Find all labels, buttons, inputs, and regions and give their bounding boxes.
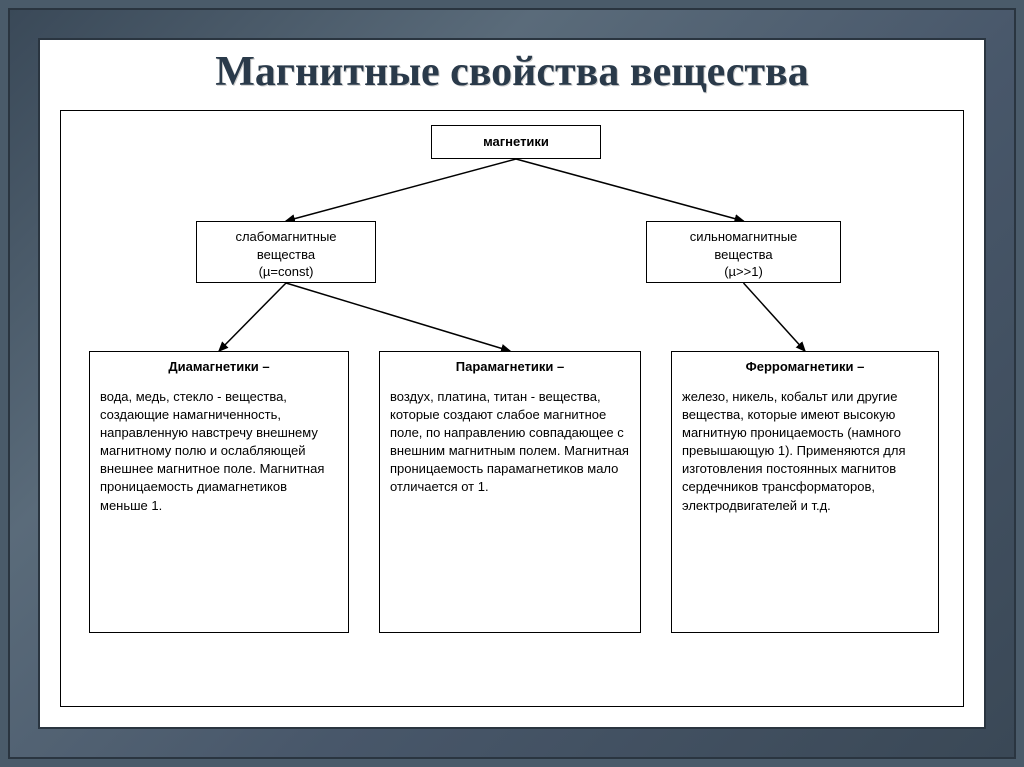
node-dia-title: Диамагнетики –: [100, 358, 338, 376]
node-root-label: магнетики: [483, 133, 549, 151]
node-weak-l3: (µ=const): [207, 263, 365, 281]
node-para: Парамагнетики – воздух, платина, титан -…: [379, 351, 641, 633]
node-weak-l2: вещества: [207, 246, 365, 264]
node-ferro-title: Ферромагнетики –: [682, 358, 928, 376]
node-ferro-body: железо, никель, кобальт или другие вещес…: [682, 388, 928, 515]
node-dia-body: вода, медь, стекло - вещества, создающие…: [100, 388, 338, 515]
diagram-container: магнетики слабомагнитные вещества (µ=con…: [60, 110, 964, 707]
node-weak: слабомагнитные вещества (µ=const): [196, 221, 376, 283]
node-strong: сильномагнитные вещества (µ>>1): [646, 221, 841, 283]
slide-title: Магнитные свойства вещества: [40, 48, 984, 96]
node-para-title: Парамагнетики –: [390, 358, 630, 376]
node-strong-l3: (µ>>1): [657, 263, 830, 281]
node-strong-l1: сильномагнитные: [657, 228, 830, 246]
node-root: магнетики: [431, 125, 601, 159]
node-para-body: воздух, платина, титан - вещества, котор…: [390, 388, 630, 497]
node-strong-l2: вещества: [657, 246, 830, 264]
slide-content: Магнитные свойства вещества магнетики сл…: [38, 38, 986, 729]
node-dia: Диамагнетики – вода, медь, стекло - веще…: [89, 351, 349, 633]
slide-frame: Магнитные свойства вещества магнетики сл…: [8, 8, 1016, 759]
node-ferro: Ферромагнетики – железо, никель, кобальт…: [671, 351, 939, 633]
node-weak-l1: слабомагнитные: [207, 228, 365, 246]
